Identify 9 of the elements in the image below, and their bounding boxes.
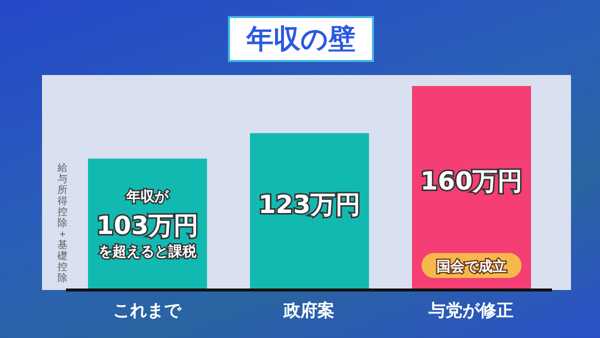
annotation: 国会で成立	[436, 258, 506, 275]
x-tick-label: 与党が修正	[428, 301, 514, 322]
chart-title: 年収の壁	[228, 16, 374, 62]
x-tick-label: 政府案	[282, 300, 334, 322]
text: 給与所得控除＋基礎控除	[58, 163, 68, 284]
data-label: 160万円	[420, 166, 523, 196]
data-label: 123万円	[258, 190, 361, 220]
x-tick-label: これまで	[113, 301, 182, 322]
data-label: 年収が103万円を超えると課税	[96, 188, 199, 260]
